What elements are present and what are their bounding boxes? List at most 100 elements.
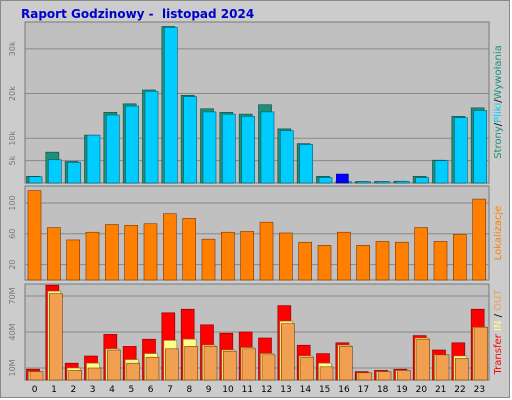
ytick-label-bottom: 70M [8,287,17,304]
bar-lokalizacje [201,238,216,281]
xtick-label: 21 [435,385,446,395]
bar-out [261,354,276,381]
xtick-label: 0 [32,385,38,395]
bar-out [377,371,392,381]
ylabel-top-part: Strony [493,126,504,159]
bar-out [223,350,237,381]
bar-lokalizacje [27,190,42,281]
bar-out [165,348,179,381]
bar-lokalizacje [298,241,312,281]
bar-pliki [86,134,101,184]
bar-out [435,354,450,381]
bar-lokalizacje [143,223,158,281]
ylabel-top-part: Pliki [493,103,504,123]
bar-lokalizacje [453,234,467,281]
bar-out [339,346,353,381]
xtick-label: 20 [416,385,428,395]
bar-lokalizacje [47,227,61,281]
xtick-label: 23 [474,385,485,395]
xtick-label: 1 [51,385,57,395]
xtick-label: 8 [186,385,192,395]
ylabel-middle-part: Lokalizacje [493,206,504,261]
bar-out [29,371,44,381]
xtick-label: 12 [261,385,272,395]
xtick-label: 6 [148,385,154,395]
bar-lokalizacje [317,245,332,281]
bar-out [300,356,314,381]
xtick-label: 19 [396,385,408,395]
xtick-label: 22 [454,385,465,395]
xtick-label: 18 [377,385,389,395]
bar-out [281,323,295,381]
bar-lokalizacje [356,245,370,281]
ytick-label-middle: 60 [8,229,17,239]
xtick-label: 16 [338,385,350,395]
bar-pliki [241,116,255,184]
bar-pliki [280,130,294,184]
bar-lokalizacje [124,224,138,281]
ylabel-bottom-part: Transfer [493,333,504,375]
bar-lokalizacje [85,231,100,281]
bar-pliki [164,27,178,184]
bar-lokalizacje [259,221,274,281]
bar-out [358,372,372,381]
ytick-label-middle: 20 [8,259,17,269]
bar-lokalizacje [105,224,119,281]
ytick-label-top: 10k [8,131,17,146]
ylabel-top: Strony/Pliki/Wywołania [493,45,504,159]
bar-out [474,326,488,381]
chart-title: Raport Godzinowy - listopad 2024 [21,7,255,21]
xtick-label: 3 [90,385,96,395]
bar-out [145,356,160,381]
bar-pliki [415,177,429,184]
ylabel-bottom-part: IN [493,321,504,331]
bar-lokalizacje [163,213,177,281]
xtick-label: 9 [206,385,212,395]
bar-pliki [28,176,43,184]
bar-pliki [125,105,139,184]
xtick-label: 17 [358,385,369,395]
bar-out [319,366,334,381]
bar-pliki [48,159,62,184]
bar-out [126,362,140,381]
bar-pliki [144,91,159,184]
bar-pliki [260,111,275,184]
bar-pliki [357,181,371,184]
xtick-label: 10 [222,385,234,395]
xtick-label: 15 [319,385,330,395]
bar-out [242,348,256,381]
bar-pliki [434,160,449,184]
ylabel-middle: Lokalizacje [493,206,504,261]
bar-out [203,346,218,381]
xtick-label: 11 [242,385,253,395]
bar-pliki [183,96,197,184]
ytick-label-top: 20k [8,86,17,101]
bar-pliki [454,117,468,184]
xtick-label: 2 [70,385,76,395]
bar-out [416,338,430,381]
xtick-label: 14 [300,385,312,395]
bar-out [107,349,121,381]
ylabel-bottom: Transfer IN / OUT [493,289,504,376]
bar-lokalizacje [240,231,254,281]
ytick-label-middle: 100 [8,195,17,210]
bar-pliki [318,177,333,184]
ylabel-top-part: Wywołania [493,45,504,99]
xtick-label: 13 [280,385,291,395]
bar-lokalizacje [221,231,235,281]
bar-out [87,367,102,381]
bar-lokalizacje [279,232,293,281]
ytick-label-bottom: 40M [8,323,17,340]
bar-lokalizacje [472,198,486,281]
bar-lokalizacje [395,241,409,281]
bar-lokalizacje [66,239,80,281]
bar-pliki [222,113,236,184]
ylabel-bottom-part: / [493,311,504,321]
xtick-label: 5 [128,385,134,395]
bar-out [184,346,198,381]
ylabel-bottom-part: OUT [493,289,504,311]
bar-pliki [396,181,410,184]
bar-out [49,293,63,381]
bar-lokalizacje [182,218,196,281]
